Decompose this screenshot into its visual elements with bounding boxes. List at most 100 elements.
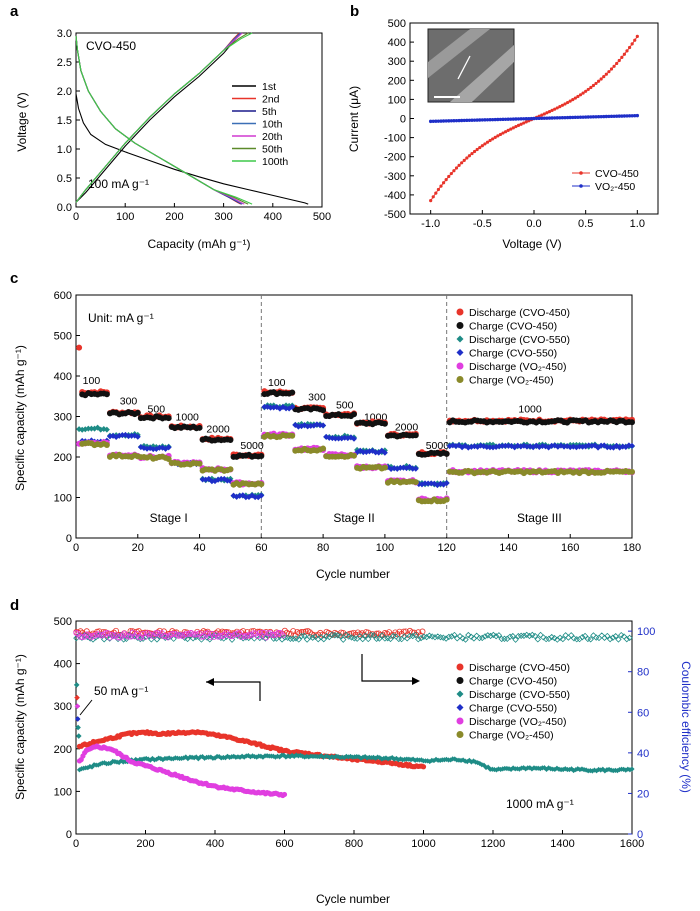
panel-b-point [537, 116, 541, 121]
panel-d-capacity-point [87, 763, 93, 770]
panel-a-xtick-label: 200 [165, 211, 183, 223]
panel-c-legend-marker [456, 349, 464, 356]
panel-b-point [594, 115, 598, 119]
panel-d-ce-point [125, 633, 132, 640]
panel-d-capacity-point [389, 754, 395, 761]
panel-d-ce-point [626, 634, 633, 642]
panel-a-xtick-label: 500 [313, 211, 331, 223]
panel-d-capacity-point [145, 756, 151, 762]
panel-d-capacity-point [356, 754, 362, 760]
panel-d-plot: 0 200 400 600 800 1000 1200 1400 160001002003004… [54, 616, 656, 850]
panel-c-point [351, 435, 357, 442]
panel-b-ytick-label: 0 [400, 114, 406, 126]
panel-b-point [454, 166, 459, 170]
panel-c-xlabel: Cycle number [316, 567, 390, 581]
panel-d-left-arrowhead [206, 678, 214, 686]
panel-b-xtick-label: -0.5 [473, 218, 492, 230]
panel-d-capacity-point [375, 754, 381, 760]
panel-b-point [604, 72, 608, 76]
panel-b-point [524, 120, 528, 124]
panel-b-xtick-label: 0.0 [526, 218, 541, 230]
panel-b-point [483, 118, 487, 122]
panel-d-ce-point [509, 632, 516, 640]
panel-d-ce-point [448, 633, 455, 640]
panel-d-ce-point [160, 632, 167, 639]
panel-c-point [502, 442, 509, 449]
panel-d-ce-point [623, 636, 630, 643]
panel-b-point [441, 181, 446, 185]
panel-c-legend-marker [456, 335, 464, 343]
sem-electrode-line [457, 55, 471, 80]
panel-d-capacity-point [520, 765, 527, 771]
panel-d-ce-point [417, 634, 425, 642]
panel-d-ce-point [512, 636, 519, 643]
panel-c-xtick-label: 80 [317, 542, 329, 554]
panel-d-ce-point [119, 632, 126, 639]
panel-d-capacity-point [370, 754, 377, 760]
panel-d-capacity-point [297, 752, 304, 758]
panel-d-legend-label: Discharge (VO₂-450) [469, 716, 566, 728]
panel-b-point [436, 119, 441, 123]
panel-c-point [351, 452, 357, 459]
panel-d-capacity-point [166, 755, 172, 761]
panel-b-point [496, 134, 500, 138]
panel-a-ytick-label: 1.5 [57, 115, 72, 127]
panel-d-ce-point [114, 635, 122, 643]
panel-c-unit-note: Unit: mA g⁻¹ [88, 311, 154, 325]
panel-b-point [449, 119, 454, 123]
panel-a-ytick-label: 0.5 [57, 173, 72, 185]
panel-d-ce-point [618, 631, 625, 639]
panel-d-capacity-point [508, 766, 514, 772]
panel-d-ce-point [137, 634, 144, 641]
panel-d-ce-point [189, 635, 197, 642]
panel-d-legend-label: Charge (CVO-450) [469, 676, 557, 688]
panel-c-ytick-label: 100 [54, 493, 72, 505]
panel-c-point [443, 480, 450, 487]
panel-c-xtick-label: 140 [499, 542, 517, 554]
panel-c-legend-label: Charge (VO₂-450) [469, 375, 554, 387]
panel-d-ce-point [386, 629, 393, 636]
panel-d-ce-point [487, 632, 494, 640]
panel-c-rate-label: 100 [268, 377, 286, 389]
panel-c-rate-label: 1000 [176, 412, 200, 424]
panel-d-capacity-point [89, 764, 95, 770]
panel-b-xlabel: Voltage (V) [502, 237, 561, 251]
panel-d-ce-point [537, 631, 544, 639]
panel-c-point [196, 460, 203, 467]
panel-b-point [594, 81, 598, 86]
panel-d-capacity-point [625, 766, 631, 772]
panel-c-point [199, 476, 206, 483]
panel-c-point [486, 444, 493, 451]
panel-c-point [252, 494, 259, 501]
panel-d-early-point [73, 682, 80, 688]
panel-d-ce-point [150, 633, 157, 640]
panel-d-ce-point [498, 635, 505, 643]
panel-d-ce-point [85, 632, 92, 639]
panel-c-xtick-label: 100 [376, 542, 394, 554]
panel-d-ce-point [419, 628, 426, 635]
panel-d-capacity-point [143, 755, 149, 762]
panel-d-ce-point [515, 632, 522, 640]
panel-d-ce-point [192, 631, 199, 638]
panel-a-xtick-label: 100 [116, 211, 134, 223]
panel-d-ce-point [217, 632, 224, 639]
panel-d-annotation-1000: 1000 mA g⁻¹ [506, 797, 574, 811]
panel-b-point [576, 94, 580, 99]
panel-b-point [501, 131, 505, 135]
panel-c-xtick-label: 40 [193, 542, 205, 554]
panel-d-y2tick-label: 80 [637, 667, 649, 679]
panel-d-ce-point [373, 635, 380, 642]
panel-d-ce-point [451, 631, 458, 639]
panel-c-point [103, 391, 110, 398]
panel-d-capacity-point [139, 756, 145, 762]
panel-b-point [578, 115, 583, 119]
panel-b-point [602, 114, 606, 119]
panel-b-point [607, 114, 611, 119]
panel-d-capacity-point [481, 762, 487, 768]
panel-d-ce-point [467, 633, 475, 640]
panel-d-ce-point [354, 629, 361, 636]
panel-d-capacity-point [274, 753, 281, 759]
panel-c-point [218, 475, 225, 482]
panel-d-early-point [75, 724, 81, 731]
panel-d-capacity-point [568, 766, 575, 772]
